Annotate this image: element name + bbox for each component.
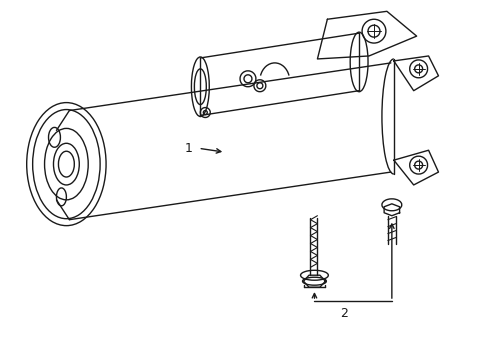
Text: 2: 2 [340,307,347,320]
Text: 1: 1 [184,142,192,155]
